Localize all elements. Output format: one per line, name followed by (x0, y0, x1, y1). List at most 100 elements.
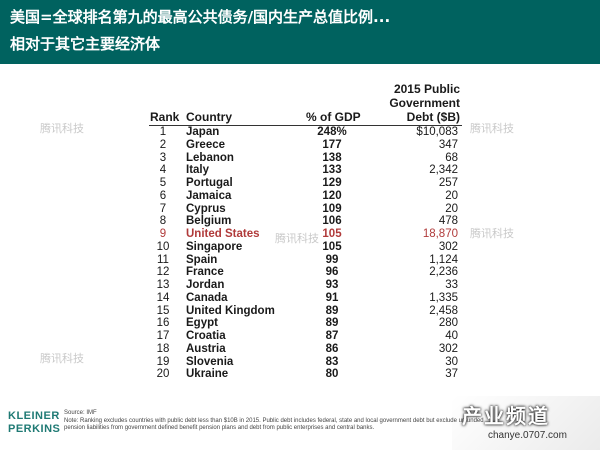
debt-header-line: 2015 Public (393, 82, 460, 96)
rank-cell: 20 (156, 368, 170, 381)
debt-cell: 2,458 (429, 304, 458, 317)
country-cell: United States (186, 228, 260, 240)
watermark-text: 腾讯科技 (40, 352, 84, 365)
country-cell: Japan (186, 126, 220, 138)
country-header: Country (186, 110, 232, 124)
debt-cell: 18,870 (422, 228, 458, 240)
gdp-cell: 106 (322, 215, 342, 228)
gdp-cell: 89 (325, 317, 339, 330)
table-row: 17 Croatia 87 40 (0, 330, 600, 343)
rank-cell: 14 (156, 291, 170, 304)
rank-cell: 16 (156, 317, 170, 330)
debt-header-line: Government (389, 96, 460, 110)
table-row: 5 Portugal 129 257 (0, 177, 600, 190)
debt-cell: 33 (445, 279, 458, 291)
debt-cell: 302 (438, 240, 458, 253)
gdp-cell: 96 (325, 266, 339, 279)
country-cell: Spain (186, 253, 218, 266)
debt-cell: 257 (438, 177, 458, 189)
debt-cell: 280 (438, 317, 458, 330)
table-row: 8 Belgium 106 478 (0, 215, 600, 228)
country-cell: France (186, 266, 224, 279)
table-row: 18 Austria 86 302 (0, 343, 600, 356)
rank-cell: 10 (156, 240, 170, 253)
gdp-cell: 138 (322, 151, 342, 164)
rank-cell: 8 (159, 215, 167, 228)
debt-cell: 2,342 (429, 164, 458, 177)
table-row: 14 Canada 91 1,335 (0, 292, 600, 305)
table-row: 20 Ukraine 80 37 (0, 368, 600, 381)
watermark-text: 腾讯科技 (470, 227, 514, 240)
country-cell: Canada (186, 291, 228, 304)
gdp-cell: 83 (325, 355, 339, 368)
table-body: 1 Japan 248% $10,083 2 Greece 177 347 3 Lebanon 13… (0, 126, 600, 381)
country-cell: Jamaica (186, 189, 232, 202)
gdp-cell: 80 (325, 368, 339, 381)
rank-cell: 12 (156, 266, 170, 279)
logo-line: KLEINER (8, 410, 60, 422)
rank-cell: 18 (156, 342, 170, 355)
rank-cell: 2 (159, 138, 167, 151)
rank-cell: 1 (159, 126, 167, 138)
channel-url: chanye.0707.com (488, 430, 567, 441)
logo-line: PERKINS (8, 423, 61, 435)
ranking-note: Note: Ranking excludes countries with pu… (64, 417, 484, 432)
debt-cell: 30 (445, 355, 458, 368)
debt-cell: 2,236 (429, 266, 458, 279)
gdp-cell: 129 (322, 177, 342, 189)
country-cell: Cyprus (186, 202, 226, 215)
country-cell: Greece (186, 138, 226, 151)
table-row: 13 Jordan 93 33 (0, 279, 600, 292)
corner-shade (452, 396, 600, 450)
gdp-cell: 99 (325, 253, 339, 266)
table-row: 7 Cyprus 109 20 (0, 203, 600, 216)
debt-cell: 20 (445, 189, 458, 202)
table-row: 9 United States 105 18,870 (0, 228, 600, 241)
title-banner: 美国=全球排名第九的最高公共债务/国内生产总值比例... 相对于其它主要经济体 (0, 0, 600, 64)
watermark-text: 腾讯科技 (40, 122, 84, 135)
table-row: 6 Jamaica 120 20 (0, 190, 600, 203)
footnote: Source: IMF Note: Ranking excludes count… (64, 410, 484, 433)
table-row: 11 Spain 99 1,124 (0, 254, 600, 267)
gdp-cell: 93 (325, 279, 339, 291)
country-cell: Austria (186, 342, 226, 355)
rank-cell: 15 (156, 304, 170, 317)
gdp-cell: 105 (322, 240, 342, 253)
table-header: Rank Country % of GDP Debt ($B) (0, 110, 600, 124)
gdp-cell: 105 (322, 228, 342, 240)
gdp-cell: 86 (325, 342, 339, 355)
source-note: Source: IMF (64, 410, 97, 416)
table-row: 10 Singapore 105 302 (0, 241, 600, 254)
rank-cell: 7 (159, 202, 167, 215)
country-cell: Belgium (186, 215, 232, 228)
country-cell: Slovenia (186, 355, 234, 368)
gdp-cell: 87 (325, 330, 339, 342)
rank-header: Rank (150, 110, 180, 124)
table-row: 1 Japan 248% $10,083 (0, 126, 600, 139)
debt-cell: 68 (445, 151, 458, 164)
debt-cell: 478 (438, 215, 458, 228)
gdp-cell: 109 (322, 202, 342, 215)
table-row: 19 Slovenia 83 30 (0, 356, 600, 369)
rank-cell: 13 (156, 279, 170, 291)
rank-cell: 11 (157, 253, 169, 266)
country-cell: Jordan (186, 279, 225, 291)
table-row: 4 Italy 133 2,342 (0, 164, 600, 177)
country-cell: Egypt (186, 317, 218, 330)
country-cell: Portugal (186, 177, 233, 189)
debt-column-header: 2015 Public Government (370, 82, 460, 110)
rank-cell: 17 (156, 330, 170, 342)
debt-cell: 347 (438, 138, 458, 151)
country-cell: Italy (186, 164, 210, 177)
debt-cell: 37 (445, 368, 458, 381)
channel-watermark: 产业频道 (462, 404, 550, 428)
rank-cell: 5 (159, 177, 167, 189)
debt-cell: 1,335 (429, 291, 458, 304)
table-row: 2 Greece 177 347 (0, 139, 600, 152)
gdp-cell: 89 (325, 304, 339, 317)
kleiner-perkins-logo: KLEINER PERKINS (8, 410, 62, 436)
country-cell: United Kingdom (186, 304, 275, 317)
debt-header: Debt ($B) (406, 110, 460, 124)
title-line-2: 相对于其它主要经济体 (10, 35, 161, 53)
